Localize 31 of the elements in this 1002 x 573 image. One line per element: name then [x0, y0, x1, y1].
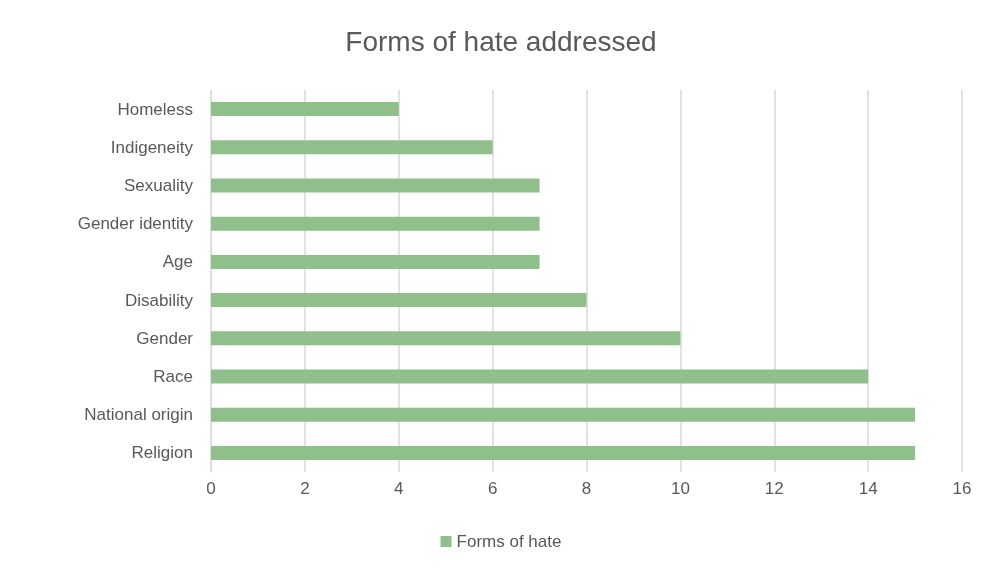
x-tick-label: 16: [952, 479, 972, 498]
y-tick-label: Sexuality: [124, 176, 194, 195]
bar: [211, 254, 540, 269]
bar: [211, 369, 869, 384]
bar: [211, 178, 540, 193]
x-tick-label: 2: [300, 479, 310, 498]
x-tick-label: 12: [764, 479, 784, 498]
bar: [211, 293, 587, 308]
x-tick-label: 14: [858, 479, 878, 498]
bar: [211, 216, 540, 231]
x-tick-label: 6: [487, 479, 498, 498]
bar: [211, 140, 493, 155]
x-tick-label: 4: [394, 479, 404, 498]
y-tick-label: Disability: [124, 290, 194, 310]
bar: [211, 102, 399, 117]
y-tick-label: Race: [153, 367, 193, 386]
y-tick-label: Age: [162, 252, 193, 272]
bar: [211, 445, 916, 460]
x-tick-label: 10: [670, 479, 690, 498]
y-tick-label: Gender: [136, 328, 194, 348]
y-tick-label: Religion: [131, 443, 193, 463]
chart-title: Forms of hate addressed: [345, 25, 657, 57]
bar: [211, 407, 916, 422]
y-tick-label: Homeless: [117, 99, 193, 119]
y-tick-label: Gender identity: [77, 214, 194, 234]
y-tick-label: Indigeneity: [110, 137, 194, 157]
y-tick-label: National origin: [84, 405, 193, 425]
x-tick-label: 8: [581, 479, 592, 498]
legend-label: Forms of hate: [456, 532, 562, 551]
x-tick-label: 0: [206, 479, 216, 498]
bar: [211, 331, 681, 346]
